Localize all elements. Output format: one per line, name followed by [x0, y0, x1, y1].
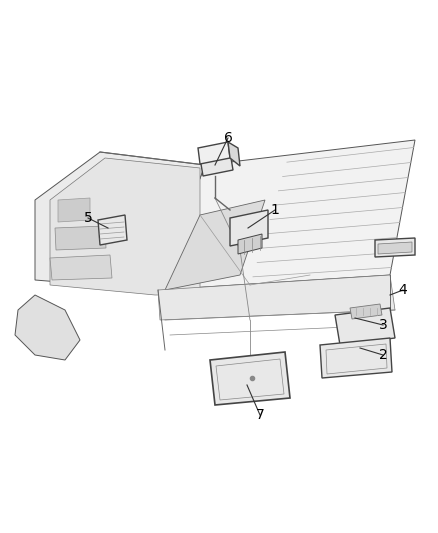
Polygon shape [230, 210, 268, 246]
Text: 4: 4 [399, 283, 407, 297]
Polygon shape [55, 226, 106, 250]
Polygon shape [158, 140, 415, 290]
Polygon shape [228, 142, 240, 166]
Polygon shape [320, 338, 392, 378]
Polygon shape [50, 158, 200, 295]
Polygon shape [210, 352, 290, 405]
Polygon shape [198, 142, 230, 164]
Polygon shape [350, 304, 382, 319]
Polygon shape [98, 215, 127, 245]
Polygon shape [50, 255, 112, 280]
Polygon shape [165, 200, 265, 290]
Polygon shape [238, 234, 262, 254]
Polygon shape [375, 238, 415, 257]
Polygon shape [335, 308, 395, 345]
Text: 1: 1 [271, 203, 279, 217]
Polygon shape [58, 198, 90, 222]
Text: 2: 2 [378, 348, 387, 362]
Text: 3: 3 [378, 318, 387, 332]
Text: 6: 6 [223, 131, 233, 145]
Polygon shape [200, 152, 233, 176]
Text: 7: 7 [256, 408, 265, 422]
Polygon shape [15, 295, 80, 360]
Polygon shape [158, 275, 395, 320]
Polygon shape [35, 152, 205, 290]
Polygon shape [378, 242, 412, 254]
Text: 5: 5 [84, 211, 92, 225]
